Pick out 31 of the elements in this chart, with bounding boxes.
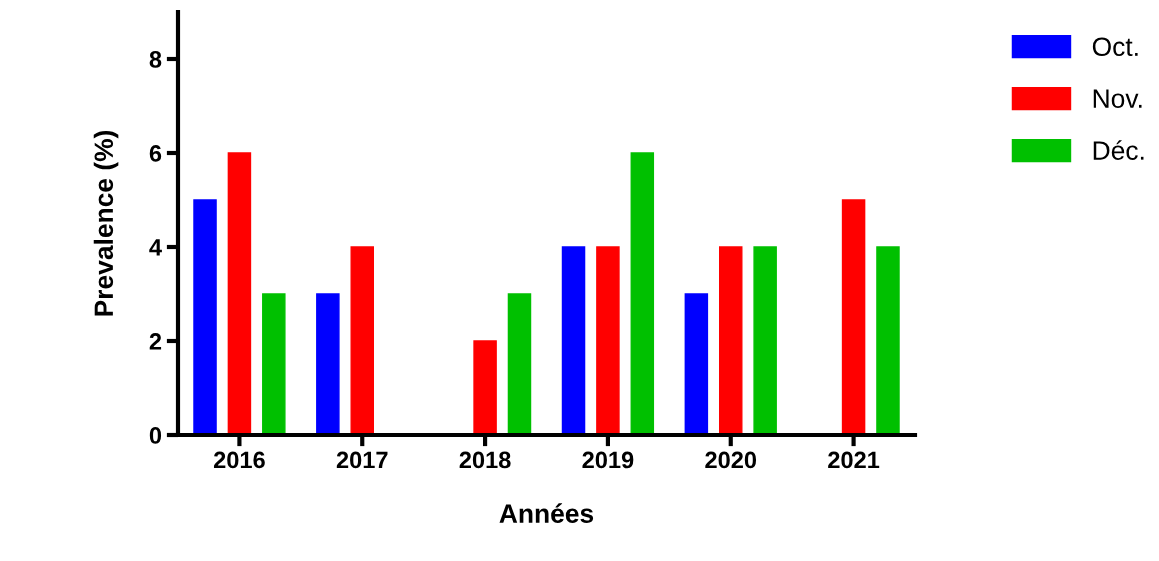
bar (316, 293, 340, 435)
x-tick-label: 2016 (213, 451, 265, 469)
bar (350, 246, 375, 435)
y-tick-label: 4 (149, 239, 162, 256)
x-tick-label: 2020 (705, 451, 757, 469)
bar (841, 199, 866, 435)
bar (473, 340, 497, 435)
bar (684, 293, 709, 435)
x-axis-title: Années (499, 503, 594, 523)
bar (507, 293, 532, 435)
x-tick-label: 2018 (459, 451, 511, 469)
bar (561, 246, 586, 435)
y-tick-label: 6 (149, 145, 162, 162)
legend-label: Oct. (1092, 37, 1138, 57)
legend-label: Déc. (1093, 140, 1144, 160)
y-axis-title: Prevalence (%) (93, 130, 119, 316)
bar (753, 246, 777, 435)
y-tick-label: 8 (149, 51, 162, 68)
bar (193, 199, 217, 435)
bar (227, 152, 252, 435)
bar (262, 293, 286, 435)
legend-label: Nov. (1093, 89, 1142, 108)
bar (596, 246, 620, 435)
y-tick-label: 0 (149, 427, 162, 444)
bar (630, 152, 655, 435)
x-tick-label: 2019 (582, 451, 634, 469)
x-tick-label: 2021 (828, 451, 880, 469)
x-tick-label: 2017 (336, 451, 388, 469)
bar (719, 246, 743, 435)
y-tick-label: 2 (149, 333, 162, 350)
bar (876, 246, 900, 435)
